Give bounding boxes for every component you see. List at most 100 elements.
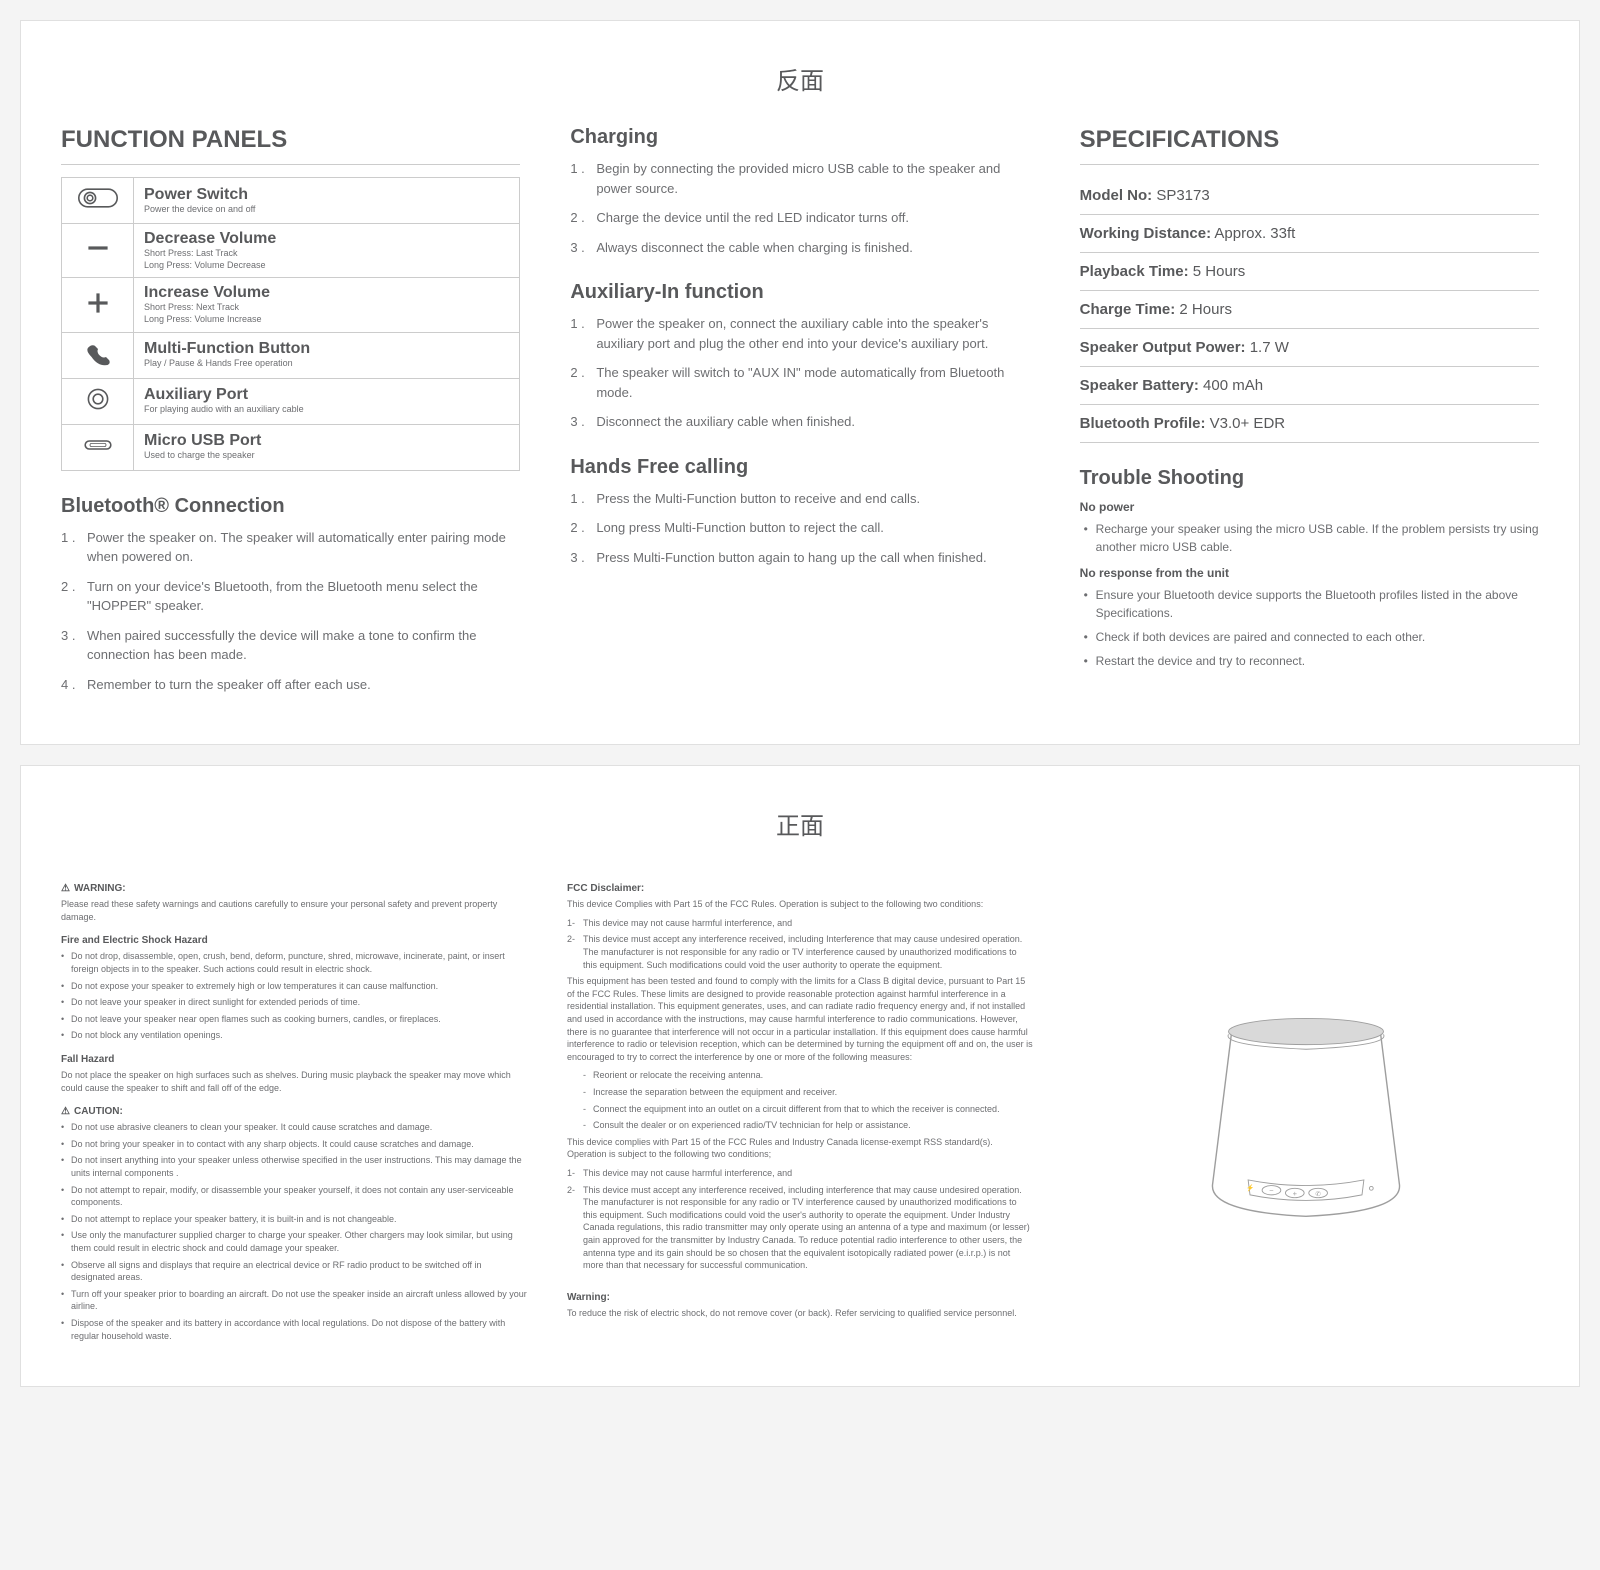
spec-row: Bluetooth Profile: V3.0+ EDR [1080, 405, 1539, 443]
svg-text:⚡: ⚡ [1246, 1184, 1254, 1192]
plus-icon [62, 278, 134, 332]
aux-port-icon [62, 378, 134, 424]
fine-item: Do not leave your speaker in direct sunl… [61, 996, 527, 1009]
step: Turn on your device's Bluetooth, from th… [61, 577, 520, 616]
fp-row: Increase VolumeShort Press: Next TrackLo… [62, 278, 520, 332]
fcc-intro: This device Complies with Part 15 of the… [567, 898, 1033, 911]
fp-name: Multi-Function Button [144, 340, 509, 358]
fine-item: Dispose of the speaker and its battery i… [61, 1317, 527, 1342]
col-function-bluetooth: FUNCTION PANELS Power SwitchPower the de… [61, 126, 520, 704]
step: Press Multi-Function button again to han… [570, 548, 1029, 568]
specs-list: Model No: SP3173 Working Distance: Appro… [1080, 177, 1539, 443]
specs-title: SPECIFICATIONS [1080, 126, 1539, 165]
svg-text:+: + [1293, 1188, 1297, 1197]
speaker-illustration: − + ✆ ⚡ [1166, 969, 1446, 1249]
fine-item: Turn off your speaker prior to boarding … [61, 1288, 527, 1313]
fp-desc: Short Press: Last TrackLong Press: Volum… [144, 248, 509, 271]
fine-item: Do not block any ventilation openings. [61, 1029, 527, 1042]
page-front: 正面 ⚠WARNING: Please read these safety wa… [20, 765, 1580, 1387]
step: Remember to turn the speaker off after e… [61, 675, 520, 695]
fcc-para1: This equipment has been tested and found… [567, 975, 1033, 1063]
warning-triangle-icon: ⚠ [61, 883, 70, 894]
col-specs-trouble: SPECIFICATIONS Model No: SP3173 Working … [1080, 126, 1539, 704]
fcc-cond: 2-This device must accept any interferen… [567, 933, 1033, 971]
fp-row: Power SwitchPower the device on and off [62, 178, 520, 224]
fine-item: Consult the dealer or on experienced rad… [583, 1119, 1033, 1132]
fp-row: Multi-Function ButtonPlay / Pause & Hand… [62, 332, 520, 378]
spec-row: Model No: SP3173 [1080, 177, 1539, 215]
spec-row: Charge Time: 2 Hours [1080, 291, 1539, 329]
minus-icon [62, 224, 134, 278]
svg-text:✆: ✆ [1315, 1189, 1321, 1197]
ts-list: Recharge your speaker using the micro US… [1080, 520, 1539, 556]
fp-desc: Used to charge the speaker [144, 450, 509, 462]
fine-item: Use only the manufacturer supplied charg… [61, 1229, 527, 1254]
aux-title: Auxiliary-In function [570, 281, 1029, 304]
fp-name: Decrease Volume [144, 230, 509, 248]
ts-heading: No response from the unit [1080, 566, 1539, 580]
fcc-conditions: 1-This device may not cause harmful inte… [567, 917, 1033, 971]
page-label-front: 正面 [21, 806, 1579, 841]
fp-desc: For playing audio with an auxiliary cabl… [144, 404, 509, 416]
step: Charge the device until the red LED indi… [570, 208, 1029, 228]
fire-heading: Fire and Electric Shock Hazard [61, 935, 527, 946]
fine-item: Do not use abrasive cleaners to clean yo… [61, 1121, 527, 1134]
ts-item: Restart the device and try to reconnect. [1080, 652, 1539, 670]
spec-row: Speaker Battery: 400 mAh [1080, 367, 1539, 405]
fcc-column: FCC Disclaimer: This device Complies wit… [567, 871, 1033, 1346]
step: Disconnect the auxiliary cable when fini… [570, 412, 1029, 432]
fp-name: Micro USB Port [144, 432, 509, 450]
speaker-image-column: − + ✆ ⚡ [1073, 871, 1539, 1346]
fp-row: Decrease VolumeShort Press: Last TrackLo… [62, 224, 520, 278]
fire-list: Do not drop, disassemble, open, crush, b… [61, 950, 527, 1042]
charging-steps: Begin by connecting the provided micro U… [570, 159, 1029, 257]
svg-text:−: − [1269, 1186, 1273, 1195]
function-panels-table: Power SwitchPower the device on and off … [61, 177, 520, 471]
fcc-para2: This device complies with Part 15 of the… [567, 1136, 1033, 1161]
phone-icon [62, 332, 134, 378]
fp-row: Auxiliary PortFor playing audio with an … [62, 378, 520, 424]
ts-item: Recharge your speaker using the micro US… [1080, 520, 1539, 556]
spec-row: Playback Time: 5 Hours [1080, 253, 1539, 291]
step: When paired successfully the device will… [61, 626, 520, 665]
fine-item: Observe all signs and displays that requ… [61, 1259, 527, 1284]
handsfree-title: Hands Free calling [570, 456, 1029, 479]
warning-heading: ⚠WARNING: [61, 883, 527, 894]
fp-desc: Short Press: Next TrackLong Press: Volum… [144, 302, 509, 325]
caution-list: Do not use abrasive cleaners to clean yo… [61, 1121, 527, 1342]
fine-item: Do not expose your speaker to extremely … [61, 980, 527, 993]
warning-intro: Please read these safety warnings and ca… [61, 898, 527, 923]
step: Press the Multi-Function button to recei… [570, 489, 1029, 509]
step: Always disconnect the cable when chargin… [570, 238, 1029, 258]
step: Long press Multi-Function button to reje… [570, 518, 1029, 538]
power-switch-icon [62, 178, 134, 224]
handsfree-steps: Press the Multi-Function button to recei… [570, 489, 1029, 568]
fine-item: Reorient or relocate the receiving anten… [583, 1069, 1033, 1082]
bluetooth-steps: Power the speaker on. The speaker will a… [61, 528, 520, 695]
warning-triangle-icon: ⚠ [61, 1106, 70, 1117]
fine-item: Do not attempt to replace your speaker b… [61, 1213, 527, 1226]
function-panels-title: FUNCTION PANELS [61, 126, 520, 165]
spec-row: Working Distance: Approx. 33ft [1080, 215, 1539, 253]
fine-item: Do not leave your speaker near open flam… [61, 1013, 527, 1026]
fp-desc: Power the device on and off [144, 204, 509, 216]
warn-text: To reduce the risk of electric shock, do… [567, 1307, 1033, 1320]
fcc-measures: Reorient or relocate the receiving anten… [567, 1069, 1033, 1131]
step: The speaker will switch to "AUX IN" mode… [570, 363, 1029, 402]
ts-heading: No power [1080, 500, 1539, 514]
caution-heading: ⚠CAUTION: [61, 1106, 527, 1117]
fine-item: Connect the equipment into an outlet on … [583, 1103, 1033, 1116]
fp-name: Increase Volume [144, 284, 509, 302]
bluetooth-title: Bluetooth® Connection [61, 495, 520, 518]
fcc-cond: 1-This device may not cause harmful inte… [567, 917, 1033, 930]
fp-desc: Play / Pause & Hands Free operation [144, 358, 509, 370]
aux-steps: Power the speaker on, connect the auxili… [570, 314, 1029, 432]
ts-item: Check if both devices are paired and con… [1080, 628, 1539, 646]
warnings-column: ⚠WARNING: Please read these safety warni… [61, 871, 527, 1346]
usb-port-icon [62, 424, 134, 470]
ic-cond: 2-This device must accept any interferen… [567, 1184, 1033, 1272]
ic-conditions: 1-This device may not cause harmful inte… [567, 1167, 1033, 1272]
fp-row: Micro USB PortUsed to charge the speaker [62, 424, 520, 470]
ic-cond: 1-This device may not cause harmful inte… [567, 1167, 1033, 1180]
step: Power the speaker on. The speaker will a… [61, 528, 520, 567]
